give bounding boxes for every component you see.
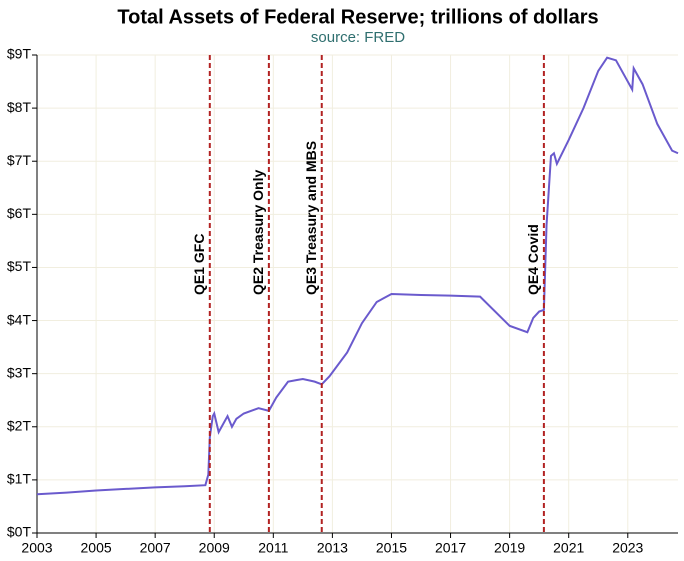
y-tick-label: $7T xyxy=(7,152,32,168)
x-tick-label: 2005 xyxy=(81,540,112,556)
chart-subtitle: source: FRED xyxy=(311,29,405,46)
x-tick-label: 2007 xyxy=(140,540,171,556)
x-tick-label: 2015 xyxy=(376,540,407,556)
y-tick-label: $0T xyxy=(7,524,32,540)
y-tick-label: $6T xyxy=(7,205,32,221)
x-tick-label: 2013 xyxy=(317,540,348,556)
annotation-label: QE2 Treasury Only xyxy=(250,170,266,295)
y-tick-label: $5T xyxy=(7,258,32,274)
data-line xyxy=(36,56,679,496)
y-tick-label: $8T xyxy=(7,99,32,115)
x-tick-label: 2009 xyxy=(199,540,230,556)
y-tick-label: $1T xyxy=(7,471,32,487)
x-tick-label: 2023 xyxy=(612,540,643,556)
y-tick-label: $3T xyxy=(7,364,32,380)
y-tick-label: $4T xyxy=(7,311,32,327)
annotation-label: QE4 Covid xyxy=(525,224,541,295)
x-tick-label: 2019 xyxy=(494,540,525,556)
chart-title: Total Assets of Federal Reserve; trillio… xyxy=(117,6,598,28)
x-tick-label: 2003 xyxy=(21,540,52,556)
y-tick-label: $2T xyxy=(7,417,32,433)
y-tick-label: $9T xyxy=(7,46,32,62)
annotation-label: QE1 GFC xyxy=(191,234,207,295)
annotation-label: QE3 Treasury and MBS xyxy=(303,141,319,295)
x-tick-label: 2021 xyxy=(553,540,584,556)
x-tick-label: 2017 xyxy=(435,540,466,556)
x-tick-label: 2011 xyxy=(258,540,288,556)
